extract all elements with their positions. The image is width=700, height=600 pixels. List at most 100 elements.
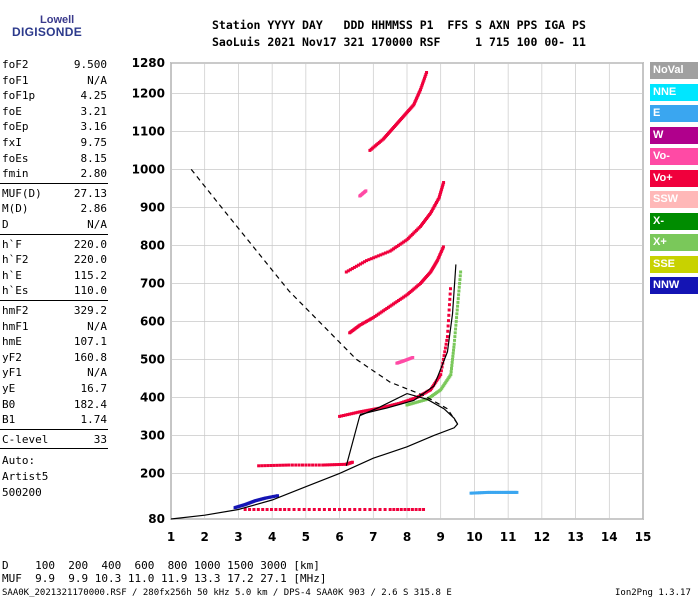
echo-point (356, 263, 360, 267)
echo-point (439, 249, 443, 253)
echo-point (317, 463, 321, 467)
x-tick-label: 5 (302, 530, 310, 544)
echo-point (413, 396, 417, 400)
echo-point (368, 508, 372, 511)
x-tick-label: 3 (234, 530, 242, 544)
param-value: 4.25 (80, 89, 108, 103)
echo-point (388, 304, 392, 308)
echo-point (365, 259, 369, 263)
echo-point (419, 86, 423, 90)
echo-point (452, 342, 456, 346)
echo-point (374, 255, 378, 259)
param-row: foF1p 4.25 (2, 88, 107, 103)
legend-item: NNE (650, 83, 698, 101)
echo-point (307, 508, 311, 511)
true-height-profile (170, 392, 459, 520)
echo-point (257, 464, 261, 468)
echo-point (493, 490, 497, 494)
echo-point (411, 356, 415, 359)
separator (0, 233, 108, 235)
header-values: SaoLuis 2021 Nov17 321 170000 RSF 1 715 … (212, 35, 586, 49)
echo-point (488, 490, 492, 494)
auto-scaling-text: Auto: (2, 454, 36, 468)
echo-point (457, 285, 461, 289)
param-key: foEs (2, 151, 29, 165)
echo-point (325, 463, 329, 467)
param-row: h`E 115.2 (2, 268, 107, 283)
echo-point (381, 252, 385, 256)
echo-point (292, 508, 296, 511)
echo-point (348, 268, 352, 272)
echo-point (362, 409, 366, 413)
x-tick-label: 10 (466, 530, 483, 544)
echo-point (429, 210, 433, 214)
param-value: 1.74 (80, 413, 108, 427)
echo-point (390, 403, 394, 407)
legend-item: W (650, 126, 698, 144)
echo-point (411, 401, 415, 405)
x-tick-label: 15 (635, 530, 652, 544)
param-row: foF2 9.500 (2, 57, 107, 72)
echo-point (312, 508, 316, 511)
echo-point (378, 508, 382, 511)
echo-point (437, 196, 441, 200)
echo-point (439, 388, 443, 392)
echo-point (474, 491, 478, 495)
echo-point (400, 401, 404, 405)
x-tick-label: 8 (403, 530, 411, 544)
x-tick-label: 13 (567, 530, 584, 544)
echo-point (388, 508, 392, 511)
echo-point (432, 205, 436, 209)
echo-point (446, 329, 450, 333)
param-key: h`Es (2, 284, 29, 298)
echo-point (415, 400, 419, 404)
echo-point (422, 78, 426, 82)
echo-point (348, 412, 352, 416)
echo-point (364, 409, 368, 413)
echo-point (438, 194, 442, 198)
echo-point (438, 192, 442, 196)
legend-item: NoVal (650, 62, 698, 79)
echo-point (380, 406, 384, 410)
echo-point (381, 309, 385, 313)
param-row: C-level 33 (2, 432, 107, 447)
echo-point (265, 508, 269, 511)
echo-point (402, 400, 406, 404)
echo-point (266, 464, 270, 468)
echo-point (412, 103, 416, 107)
legend-item: X- (650, 212, 698, 230)
echo-point (407, 398, 411, 402)
y-tick-label: 800 (140, 238, 165, 252)
echo-point (405, 399, 409, 403)
echo-point (418, 89, 422, 93)
echo-point (370, 408, 374, 412)
x-tick-label: 11 (500, 530, 517, 544)
echo-point (454, 323, 458, 327)
echo-point (441, 182, 445, 186)
param-key: foF1p (2, 89, 36, 103)
muf-table-distance: D 100 200 400 600 800 1000 1500 3000 [km… (2, 559, 320, 572)
x-tick-label: 12 (534, 530, 551, 544)
echo-point (392, 302, 396, 306)
echo-point (446, 319, 450, 323)
echo-point (380, 310, 384, 314)
echo-point (348, 508, 352, 511)
echo-point (430, 208, 434, 212)
echo-point (436, 197, 440, 201)
echo-point (416, 94, 420, 98)
echo-point (278, 463, 282, 467)
echo-point (300, 463, 304, 467)
echo-point (447, 303, 451, 307)
param-key: M(D) (2, 202, 29, 216)
echo-point (304, 463, 308, 467)
echo-point (358, 262, 362, 266)
echo-point (439, 191, 443, 195)
echo-point (443, 346, 447, 350)
echo-point (458, 278, 462, 282)
echo-point (458, 281, 462, 285)
legend-item: X+ (650, 234, 698, 251)
echo-point (317, 508, 321, 511)
param-value: 115.2 (73, 268, 107, 282)
echo-point (440, 248, 444, 252)
